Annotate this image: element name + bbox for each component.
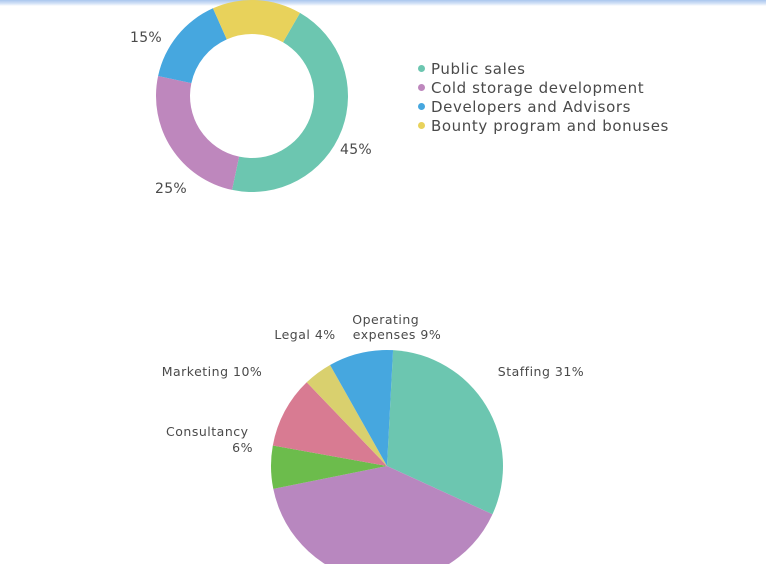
pie-label-marketing-value: 10%: [233, 364, 262, 379]
donut-slice-developers-and-advisors: [158, 8, 227, 84]
pie-label-staffing-name: Staffing: [498, 364, 551, 379]
pie-slice-operating-expenses: [330, 350, 394, 466]
legend-dot-icon: [418, 65, 425, 72]
pie-label-operating-line2: expenses 9%: [353, 327, 441, 342]
donut-slice-public-sales: [232, 12, 349, 193]
legend-dot-icon: [418, 84, 425, 91]
donut-label-bounty: 15%: [130, 30, 162, 46]
donut-legend: Public sales Cold storage development De…: [418, 59, 669, 135]
pie-label-legal-value: 4%: [315, 327, 336, 342]
pie-label-marketing-name: Marketing: [162, 364, 229, 379]
legend-item-bounty: Bounty program and bonuses: [418, 116, 669, 135]
legend-label: Bounty program and bonuses: [431, 116, 669, 135]
pie-label-operating-name: Operating expenses 9%: [352, 312, 441, 342]
legend-label: Developers and Advisors: [431, 97, 632, 116]
pie-label-staffing-value: 31%: [555, 364, 584, 379]
pie-label-legal: Legal 4%: [274, 327, 335, 342]
pie-slice-slice-1: [273, 466, 493, 564]
legend-item-cold-storage: Cold storage development: [418, 78, 669, 97]
donut-label-cold-storage: 25%: [155, 181, 187, 197]
donut-chart: [155, 0, 349, 193]
legend-label: Cold storage development: [431, 78, 645, 97]
donut-label-public-sales: 45%: [340, 142, 372, 158]
pie-slice-legal: [306, 364, 387, 466]
legend-item-developers: Developers and Advisors: [418, 97, 669, 116]
pie-label-legal-name: Legal: [274, 327, 310, 342]
legend-label: Public sales: [431, 59, 526, 78]
pie-label-operating-value: 9%: [420, 327, 441, 342]
pie-label-operating-line1: Operating: [352, 312, 419, 327]
pie-slice-consultancy: [271, 445, 387, 489]
donut-slice-cold-storage-development: [155, 76, 240, 190]
pie-label-consultancy: Consultancy 6%: [166, 424, 253, 455]
pie-label-marketing: Marketing 10%: [162, 364, 263, 379]
pie-slice-marketing: [272, 382, 387, 466]
legend-item-public-sales: Public sales: [418, 59, 669, 78]
donut-slice-bounty-program-and-bonuses: [212, 0, 300, 43]
pie-label-staffing: Staffing 31%: [498, 364, 584, 379]
top-gradient-bar: [0, 0, 766, 6]
legend-dot-icon: [418, 103, 425, 110]
pie-slice-staffing: [387, 350, 503, 515]
pie-label-consultancy-value: 6%: [232, 440, 253, 455]
pie-label-consultancy-name: Consultancy: [166, 424, 249, 439]
pie-chart: [271, 350, 503, 564]
legend-dot-icon: [418, 122, 425, 129]
